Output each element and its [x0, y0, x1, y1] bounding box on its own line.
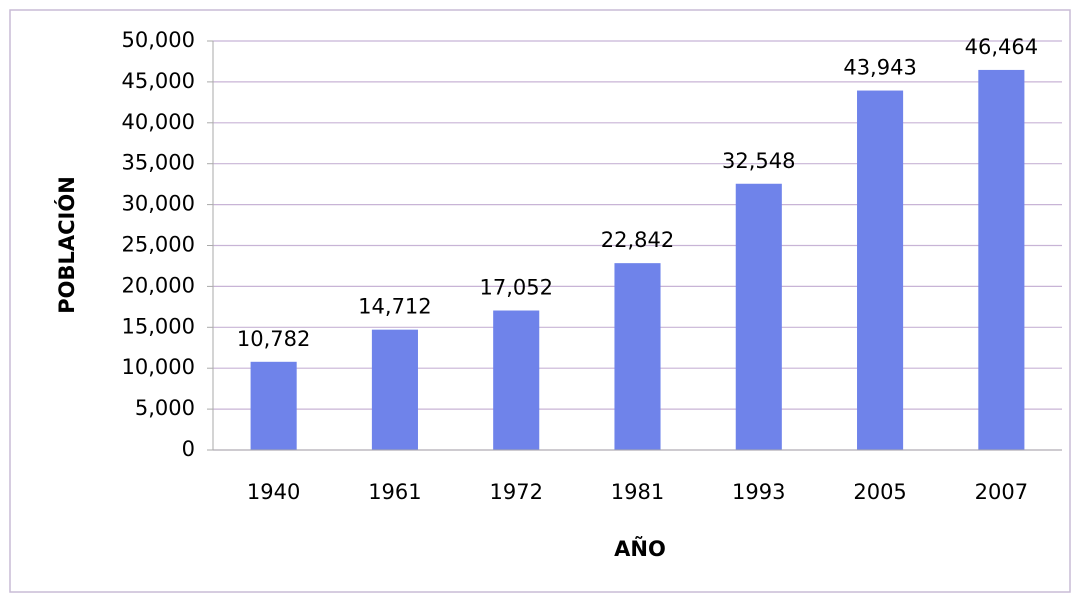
y-tick-label: 0: [182, 437, 195, 461]
data-label: 14,712: [358, 295, 431, 319]
data-label: 10,782: [237, 327, 310, 351]
y-tick-label: 10,000: [122, 355, 195, 379]
x-tick-label: 1961: [368, 480, 421, 504]
bar: [250, 361, 297, 450]
bar: [493, 310, 540, 450]
y-tick-label: 30,000: [122, 192, 195, 216]
x-tick-label: 2005: [853, 480, 906, 504]
x-tick-label: 1972: [489, 480, 542, 504]
x-axis-title: AÑO: [614, 536, 666, 561]
x-tick-label: 1940: [247, 480, 300, 504]
data-label: 32,548: [722, 149, 795, 173]
y-tick-label: 20,000: [122, 273, 195, 297]
x-tick-label: 2007: [975, 480, 1028, 504]
x-tick-label: 1981: [611, 480, 664, 504]
bar: [978, 69, 1025, 451]
x-tick-label: 1993: [732, 480, 785, 504]
y-tick-label: 25,000: [122, 233, 195, 257]
bar: [857, 90, 904, 450]
bar: [735, 183, 782, 450]
data-label: 17,052: [479, 276, 552, 300]
data-label: 43,943: [843, 56, 916, 80]
bar: [371, 329, 418, 450]
y-tick-label: 15,000: [122, 314, 195, 338]
data-label: 22,842: [601, 228, 674, 252]
y-tick-label: 45,000: [122, 69, 195, 93]
y-tick-label: 5,000: [135, 396, 195, 420]
data-label: 46,464: [965, 35, 1038, 59]
y-tick-label: 35,000: [122, 151, 195, 175]
y-tick-label: 40,000: [122, 110, 195, 134]
chart-frame: [9, 9, 1071, 593]
y-tick-label: 50,000: [122, 28, 195, 52]
bar: [614, 263, 661, 450]
y-axis-title: POBLACIÓN: [54, 176, 79, 314]
